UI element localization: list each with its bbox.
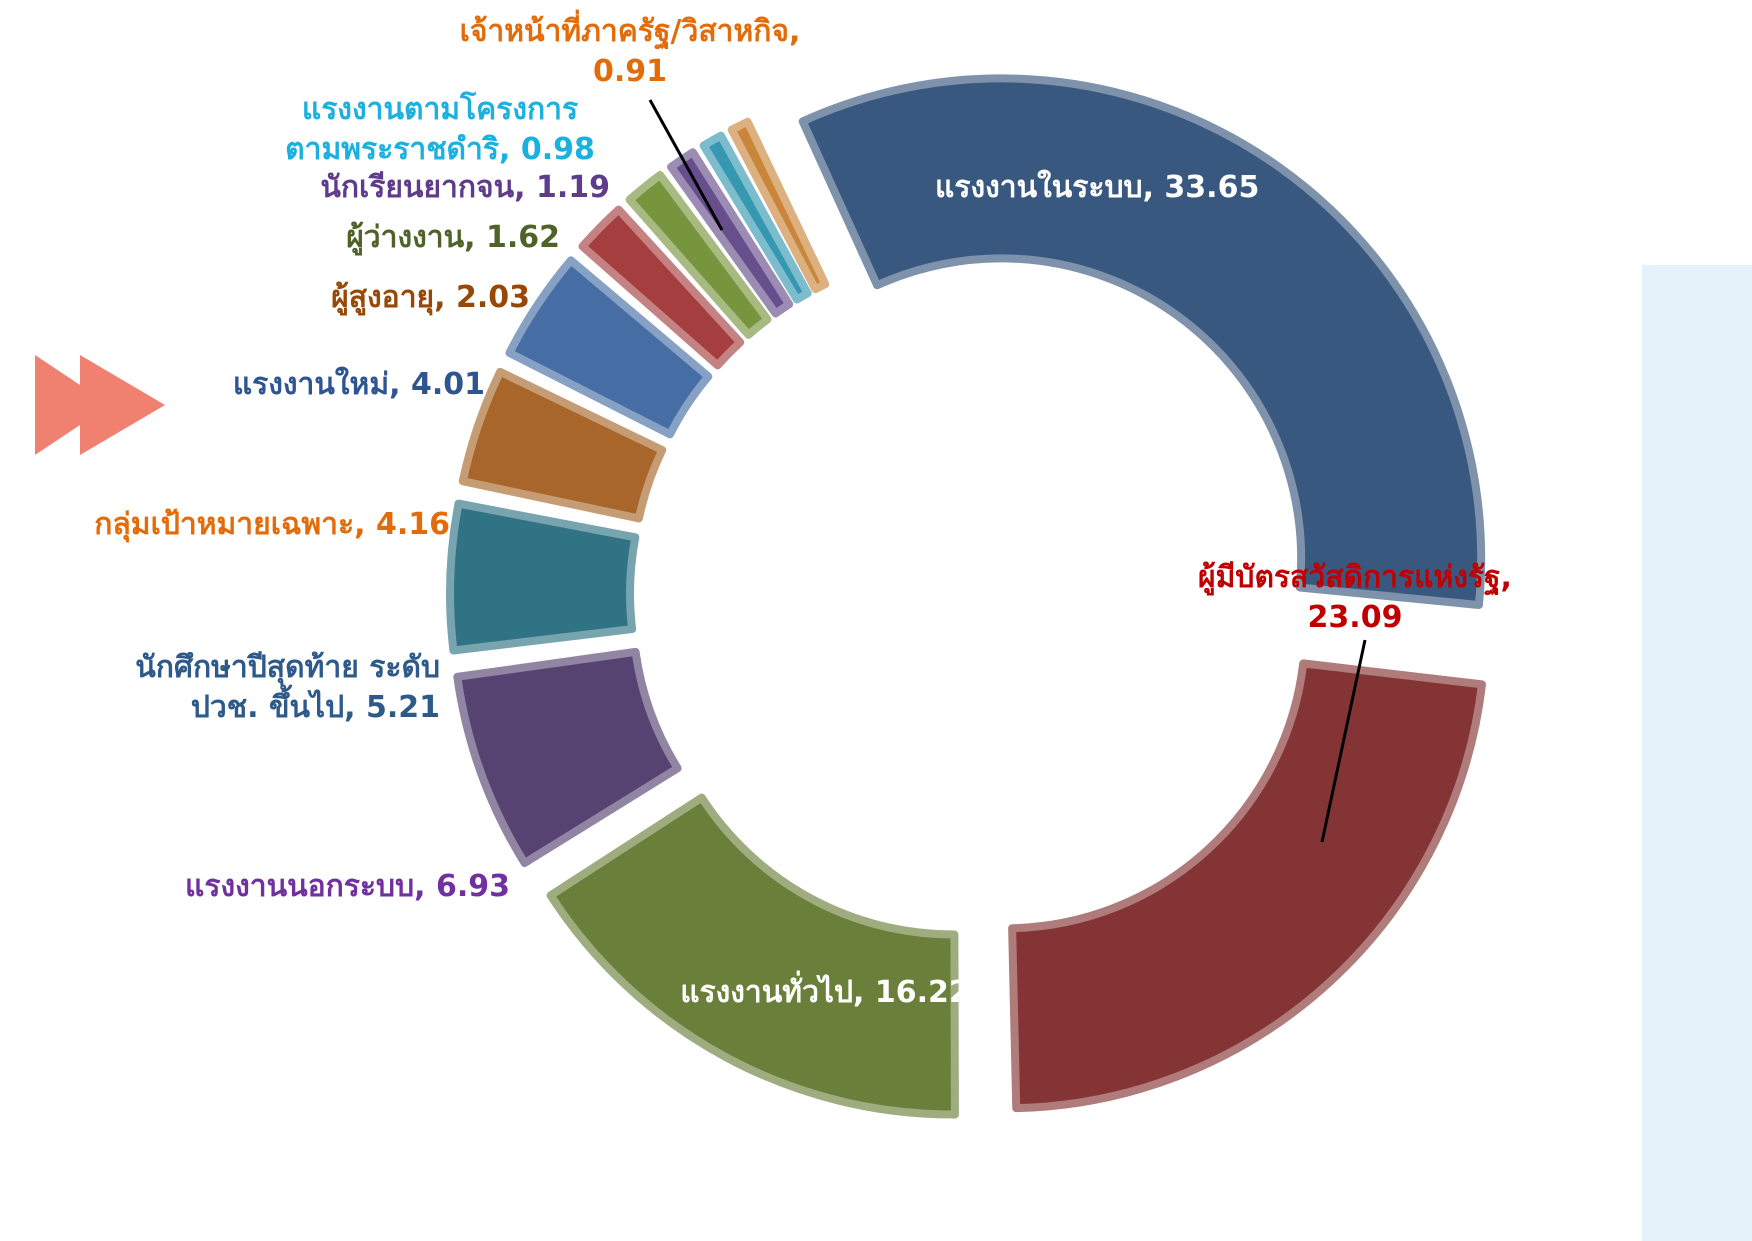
value-label: 16.22 [853, 975, 970, 1010]
value-label: 1.62 [464, 220, 560, 255]
data-label: แรงงานใหม่4.01 [60, 365, 485, 405]
data-label: แรงงานนอกระบบ6.93 [100, 867, 510, 907]
value-label: 33.65 [1143, 170, 1260, 205]
slice [458, 367, 667, 523]
data-label: เจ้าหน้าที่ภาครัฐ/วิสาหกิจ 0.91 [400, 12, 860, 92]
arrow-icon [80, 355, 165, 455]
category-label: ผู้มีบัตรสวัสดิการแห่งรัฐ [1198, 560, 1512, 595]
slice [578, 205, 745, 370]
slice [546, 793, 959, 1119]
slice [453, 647, 682, 868]
category-label: ผู้ว่างงาน [346, 220, 465, 255]
data-label: ผู้สูงอายุ2.03 [120, 278, 530, 318]
slice [1008, 659, 1486, 1113]
leader-line [1320, 639, 1367, 843]
value-label: 23.09 [1307, 600, 1403, 635]
slice [625, 170, 772, 339]
value-label: 6.93 [414, 869, 510, 904]
leader-line [648, 99, 724, 231]
value-label: 5.21 [344, 690, 440, 725]
value-label: 4.16 [354, 507, 450, 542]
category-label: แรงงานทั่วไป [680, 975, 854, 1010]
value-label: 0.98 [499, 132, 595, 167]
value-label: 1.19 [514, 170, 610, 205]
category-label: นักเรียนยากจน [320, 170, 515, 205]
data-label: แรงงานในระบบ33.65 [935, 168, 1355, 208]
category-label: ผู้สูงอายุ [331, 280, 435, 315]
category-label: นักศึกษาปีสุดท้าย ระดับ ปวช. ขึ้นไป [135, 650, 440, 725]
data-label: กลุ่มเป้าหมายเฉพาะ4.16 [20, 505, 450, 545]
category-label: เจ้าหน้าที่ภาครัฐ/วิสาหกิจ [460, 14, 801, 49]
arrow-icon [35, 355, 110, 455]
slice [727, 117, 830, 294]
data-label: ผู้มีบัตรสวัสดิการแห่งรัฐ 23.09 [1150, 558, 1560, 638]
category-label: กลุ่มเป้าหมายเฉพาะ [94, 507, 355, 542]
side-panel [1642, 265, 1752, 1241]
slice [505, 256, 713, 439]
data-label: แรงงานทั่วไป16.22 [620, 973, 1030, 1013]
category-label: แรงงานในระบบ [935, 170, 1143, 205]
data-label: นักเรียนยากจน1.19 [200, 168, 610, 208]
slice [798, 74, 1486, 609]
category-label: แรงงานตามโครงการตามพระราชดำริ [285, 92, 579, 167]
value-label: 2.03 [434, 280, 530, 315]
category-label: แรงงานใหม่ [232, 367, 390, 402]
value-label: 0.91 [592, 54, 668, 89]
data-label: นักศึกษาปีสุดท้าย ระดับ ปวช. ขึ้นไป5.21 [60, 648, 440, 728]
value-label: 4.01 [389, 367, 485, 402]
data-label: ผู้ว่างงาน1.62 [150, 218, 560, 258]
slice [446, 499, 640, 655]
slice [699, 131, 812, 304]
data-label: แรงงานตามโครงการตามพระราชดำริ0.98 [270, 90, 610, 170]
category-label: แรงงานนอกระบบ [185, 869, 415, 904]
